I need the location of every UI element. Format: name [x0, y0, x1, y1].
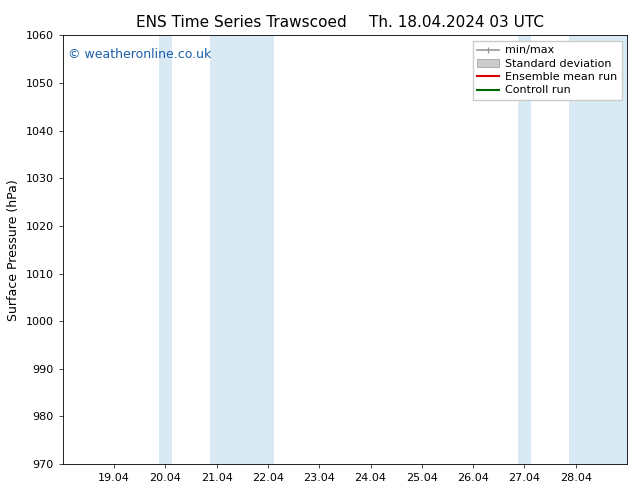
- Text: ENS Time Series Trawscoed: ENS Time Series Trawscoed: [136, 15, 346, 30]
- Legend: min/max, Standard deviation, Ensemble mean run, Controll run: min/max, Standard deviation, Ensemble me…: [472, 41, 621, 100]
- Text: Th. 18.04.2024 03 UTC: Th. 18.04.2024 03 UTC: [369, 15, 544, 30]
- Y-axis label: Surface Pressure (hPa): Surface Pressure (hPa): [7, 179, 20, 320]
- Bar: [210, 35, 275, 464]
- Bar: [159, 35, 172, 464]
- Bar: [518, 35, 531, 464]
- Text: © weatheronline.co.uk: © weatheronline.co.uk: [68, 49, 212, 61]
- Bar: [569, 35, 627, 464]
